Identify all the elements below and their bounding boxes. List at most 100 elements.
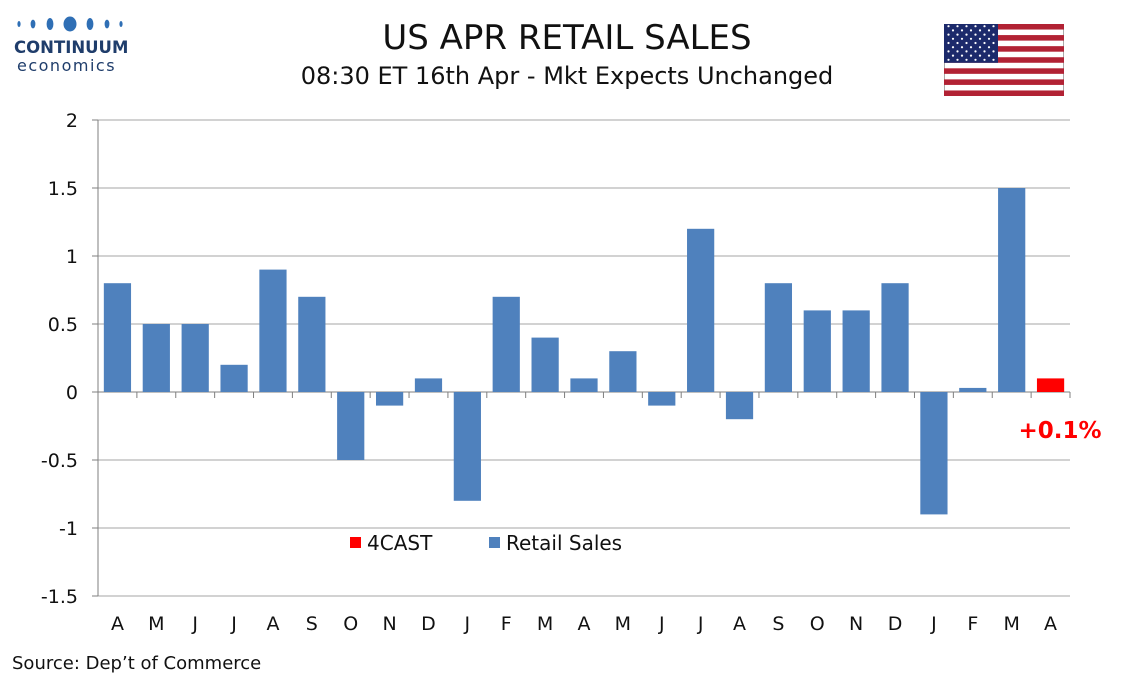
flag-star (951, 46, 955, 49)
flag-star (951, 54, 955, 57)
flag-stripe (944, 90, 1064, 96)
retail-sales-bar (220, 364, 248, 392)
x-tick-label: F (967, 613, 978, 635)
x-tick-label: N (849, 613, 863, 635)
forecast-annotation: +0.1% (1018, 418, 1101, 444)
flag-star (987, 46, 991, 49)
flag-star (947, 50, 950, 53)
flag-star (965, 41, 968, 45)
flag-stripe (944, 46, 1064, 52)
flag-star (987, 29, 991, 32)
retail-sales-bar (920, 392, 948, 515)
flag-star (974, 58, 977, 61)
x-tick-label: D (421, 613, 436, 635)
flag-stripe (944, 24, 1064, 30)
flag-star (947, 33, 950, 36)
flag-star (983, 58, 986, 61)
flag-star (992, 58, 995, 61)
flag-star (969, 46, 973, 49)
y-tick-label: -1 (59, 518, 78, 540)
x-tick-label: J (930, 613, 937, 635)
x-tick-label: A (733, 613, 746, 635)
x-tick-label: O (343, 613, 358, 635)
x-tick-label: O (810, 613, 825, 635)
flag-star (947, 41, 950, 45)
flag-star (992, 25, 995, 28)
legend-label: 4CAST (367, 531, 433, 555)
flag-star (956, 58, 959, 61)
x-tick-label: M (1003, 613, 1019, 635)
flag-star (960, 29, 964, 32)
y-tick-label: 0 (66, 382, 78, 404)
flag-star (983, 33, 986, 36)
us-flag-icon (944, 24, 1064, 96)
retail-sales-bar (103, 283, 132, 392)
flag-star (969, 29, 973, 32)
x-tick-label: S (306, 613, 318, 635)
y-tick-label: 2 (66, 110, 78, 132)
x-tick-label: A (578, 613, 591, 635)
logo-dots-icon (17, 16, 123, 32)
continuum-logo: CONTINUUM economics (12, 14, 142, 84)
flag-star (974, 25, 977, 28)
flag-stripe (944, 68, 1064, 74)
x-tick-label: J (230, 613, 237, 635)
flag-stripe (944, 35, 1064, 41)
forecast-bar (1036, 378, 1065, 392)
x-tick-label: F (501, 613, 512, 635)
flag-star (956, 41, 959, 45)
flag-star (983, 25, 986, 28)
x-tick-label: J (658, 613, 665, 635)
flag-star (974, 33, 977, 36)
flag-star (956, 33, 959, 36)
logo-name: CONTINUUM (14, 38, 129, 57)
retail-sales-bar (725, 392, 754, 420)
flag-star (960, 54, 964, 57)
retail-sales-bar (414, 378, 443, 392)
retail-sales-bar (609, 351, 637, 392)
flag-star (978, 46, 982, 49)
retail-sales-bar (959, 387, 987, 392)
retail-sales-bar (881, 283, 909, 392)
y-tick-label: 1 (66, 246, 78, 268)
flag-star (974, 41, 977, 45)
flag-star (965, 25, 968, 28)
retail-sales-bar (142, 324, 170, 392)
flag-star (992, 41, 995, 45)
retail-sales-bar (531, 337, 559, 392)
x-tick-label: S (772, 613, 784, 635)
retail-sales-bar (687, 228, 715, 392)
retail-sales-bar (998, 188, 1026, 392)
flag-star (978, 54, 982, 57)
chart-subtitle: 08:30 ET 16th Apr - Mkt Expects Unchange… (300, 62, 834, 90)
flag-star (960, 37, 964, 40)
flag-star (951, 37, 955, 40)
x-tick-label: M (148, 613, 164, 635)
x-tick-label: M (537, 613, 553, 635)
retail-sales-bar (337, 392, 365, 460)
retail-sales-bar (648, 392, 676, 406)
x-tick-label: J (464, 613, 471, 635)
flag-star (965, 33, 968, 36)
flag-star (965, 50, 968, 53)
retail-sales-bar (375, 392, 404, 406)
flag-star (992, 50, 995, 53)
flag-star (974, 50, 977, 53)
y-tick-label: 0.5 (48, 314, 78, 336)
legend-swatch (350, 537, 361, 548)
x-tick-label: J (697, 613, 704, 635)
retail-sales-bar (492, 296, 520, 392)
flag-star (983, 50, 986, 53)
source-note: Source: Dep’t of Commerce (12, 653, 262, 674)
flag-star (951, 29, 955, 32)
flag-star (987, 37, 991, 40)
y-tick-label: 1.5 (48, 178, 78, 200)
flag-star (947, 25, 950, 28)
flag-star (978, 37, 982, 40)
retail-sales-bar (453, 392, 481, 501)
chart-title: US APR RETAIL SALES (382, 18, 752, 58)
legend-label: Retail Sales (506, 531, 622, 555)
legend-swatch (489, 537, 500, 548)
